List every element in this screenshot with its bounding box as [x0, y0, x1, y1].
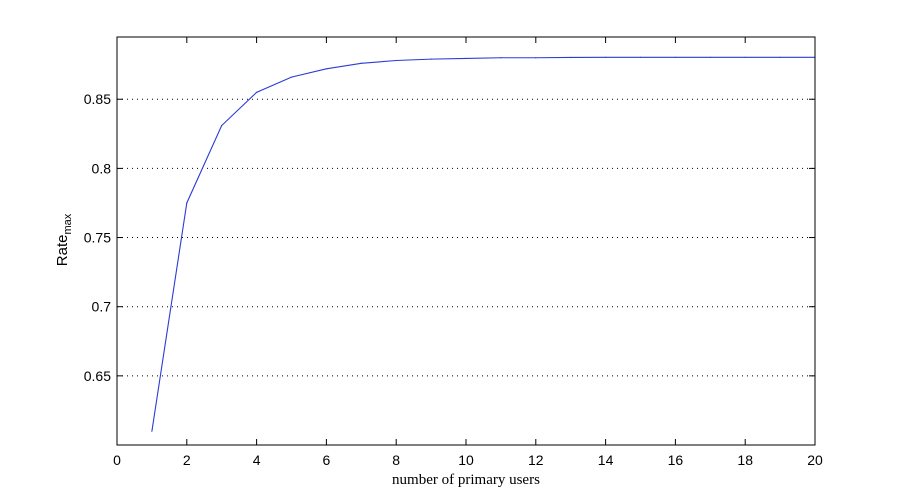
x-tick-label: 18: [737, 452, 753, 468]
series-line: [151, 56, 815, 432]
axes-box: [116, 36, 816, 446]
data-point: [535, 57, 537, 59]
y-tick-label: 0.75: [84, 230, 111, 246]
x-tick-label: 6: [323, 452, 331, 468]
data-point: [290, 76, 293, 78]
data-point: [325, 68, 327, 70]
y-axis-ticks: 0.65 0.7 0.75 0.8 0.85: [84, 91, 815, 384]
x-tick-label: 2: [183, 452, 191, 468]
y-axis-label: Ratemax: [54, 213, 74, 266]
y-tick-label: 0.85: [84, 91, 111, 107]
data-point: [674, 56, 677, 58]
data-point: [709, 56, 711, 58]
x-tick-label: 4: [253, 452, 261, 468]
y-axis-label-subscript: max: [62, 213, 74, 234]
data-point: [430, 58, 432, 60]
data-point: [500, 57, 502, 59]
y-axis-label-main: Rate: [54, 235, 71, 267]
x-tick-label: 20: [807, 452, 823, 468]
y-tick-label: 0.65: [84, 368, 111, 384]
data-point: [465, 57, 467, 60]
data-point: [605, 56, 607, 58]
y-tick-label: 0.7: [92, 299, 112, 315]
data-point: [744, 56, 746, 58]
data-point: [360, 62, 362, 64]
data-point: [570, 56, 572, 59]
x-tick-label: 12: [528, 452, 544, 468]
x-tick-label: 0: [113, 452, 121, 468]
data-point: [221, 124, 223, 127]
x-axis-label: number of primary users: [392, 472, 540, 488]
x-tick-label: 14: [598, 452, 614, 468]
data-point: [186, 202, 188, 204]
axes: [116, 36, 816, 446]
x-axis-ticks: 0 2 4 6 8 10 12 14 16 18 20: [113, 37, 823, 468]
y-tick-label: 0.8: [92, 160, 112, 176]
data-point: [639, 56, 642, 58]
x-tick-label: 10: [458, 452, 474, 468]
grid-lines: [117, 98, 815, 377]
plot-area: [151, 56, 816, 432]
data-point: [256, 91, 258, 93]
data-point: [779, 56, 781, 58]
data-point: [395, 59, 397, 62]
data-point: [151, 430, 153, 432]
x-tick-label: 16: [668, 452, 684, 468]
x-tick-label: 8: [392, 452, 400, 468]
